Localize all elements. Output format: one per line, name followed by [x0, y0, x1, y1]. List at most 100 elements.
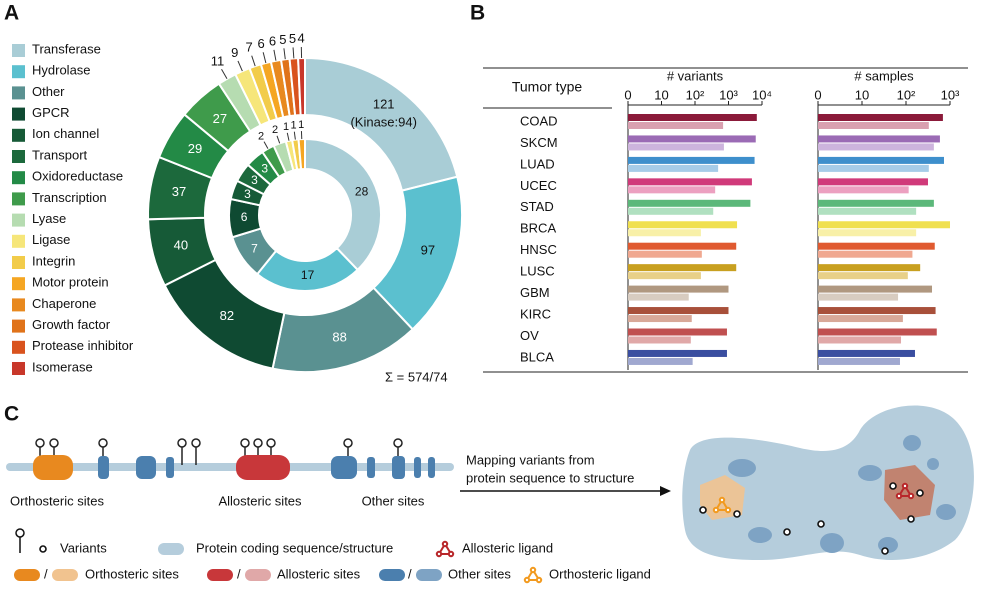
bar	[628, 285, 729, 293]
category-label: HNSC	[520, 242, 557, 257]
other-site	[392, 456, 405, 479]
diagram-legend: Variants Protein coding sequence/structu…	[14, 528, 651, 584]
bar	[818, 307, 936, 315]
value-label: 3	[244, 187, 251, 201]
bar	[818, 221, 950, 229]
value-label: 2	[258, 130, 264, 142]
category-label: LUSC	[520, 264, 555, 279]
structure-variants	[699, 482, 924, 555]
bar	[818, 186, 909, 194]
axis-title: # samples	[854, 68, 914, 83]
bar	[628, 264, 737, 272]
value-label: 7	[246, 40, 253, 55]
value-label: 3	[261, 161, 268, 175]
legend-swatch	[12, 86, 25, 100]
legend-label: Transferase	[32, 41, 101, 56]
category-label: UCEC	[520, 178, 557, 193]
legend-label: GPCR	[32, 105, 70, 120]
axis-title: # variants	[667, 68, 724, 83]
leader-line	[293, 131, 296, 140]
total-label: Σ = 574/74	[385, 369, 448, 384]
panel-label: A	[4, 2, 19, 25]
bar	[818, 122, 929, 129]
category-label: STAD	[520, 199, 554, 214]
value-label: 1	[298, 119, 304, 131]
arrow-text: Mapping variants from	[466, 452, 595, 467]
bar	[628, 272, 701, 280]
legend-label: Transcription	[32, 190, 107, 205]
orthosteric-ligand	[712, 496, 732, 514]
legend-separator: /	[44, 566, 48, 581]
bar	[818, 156, 944, 164]
bar	[818, 178, 928, 186]
value-label: 82	[220, 308, 234, 323]
value-label: 37	[172, 184, 186, 199]
leader-line	[237, 60, 243, 72]
bar	[628, 336, 691, 344]
legend-separator: /	[237, 566, 241, 581]
structure	[682, 405, 974, 560]
legend-swatch	[12, 277, 25, 291]
legend-swatch	[12, 234, 25, 248]
arrow-head	[660, 486, 671, 496]
legend-swatch	[12, 298, 25, 312]
variant-pins	[35, 438, 403, 465]
bar	[818, 285, 933, 293]
bar	[628, 293, 689, 301]
bar	[818, 143, 934, 151]
other-site	[331, 456, 357, 479]
legend-label: Protein coding sequence/structure	[196, 540, 393, 555]
bar	[628, 164, 719, 172]
bar	[628, 143, 724, 151]
leader-line	[283, 48, 286, 60]
other-site	[166, 457, 174, 478]
bar	[628, 357, 693, 365]
legend-swatch	[12, 362, 25, 375]
x-tick-label: 10²	[686, 87, 705, 102]
bar	[818, 199, 934, 207]
legend-label: Isomerase	[32, 359, 93, 374]
bar	[818, 114, 943, 121]
protein-structure	[682, 405, 974, 560]
legend-swatch	[12, 256, 25, 269]
legend-swatch	[12, 150, 25, 163]
category-label: COAD	[520, 113, 558, 128]
category-label: LUAD	[520, 156, 555, 171]
value-label: 11	[211, 54, 225, 69]
bar	[628, 349, 727, 357]
sequence-diagram: Orthosteric sites Allosteric sites Other…	[6, 438, 671, 508]
legend-label: Orthosteric ligand	[549, 566, 651, 581]
x-tick-label: 10³	[719, 87, 738, 102]
leader-line	[262, 52, 267, 64]
value-label: 1	[283, 121, 289, 133]
leader-line	[292, 47, 295, 59]
site-label: Allosteric sites	[218, 493, 302, 508]
legend-label: Lyase	[32, 211, 66, 226]
bar	[628, 229, 701, 237]
legend-swatch	[12, 192, 25, 206]
x-tick-label: 10⁴	[752, 87, 772, 102]
bar	[818, 207, 917, 215]
legend-label: Growth factor	[32, 317, 111, 332]
category-label: SKCM	[520, 135, 558, 150]
category-label: BLCA	[520, 349, 554, 364]
value-label: 2	[272, 124, 278, 136]
value-label: 29	[188, 141, 202, 156]
value-label: 6	[269, 33, 276, 48]
panel-label: B	[470, 2, 485, 25]
legend-label: Allosteric sites	[277, 566, 361, 581]
value-label: 9	[231, 45, 238, 60]
other-site	[98, 456, 109, 479]
x-tick-label: 0	[814, 87, 821, 102]
legend-swatch	[12, 128, 25, 142]
bar	[628, 221, 738, 229]
site-label: Other sites	[362, 493, 425, 508]
x-tick-label: 10	[654, 87, 668, 102]
bar	[818, 229, 917, 237]
row-header: Tumor type	[512, 79, 582, 95]
bar	[818, 293, 899, 301]
legend-swatch	[12, 171, 25, 185]
bar	[818, 164, 929, 172]
bar	[818, 135, 940, 143]
value-label: 17	[301, 268, 315, 282]
